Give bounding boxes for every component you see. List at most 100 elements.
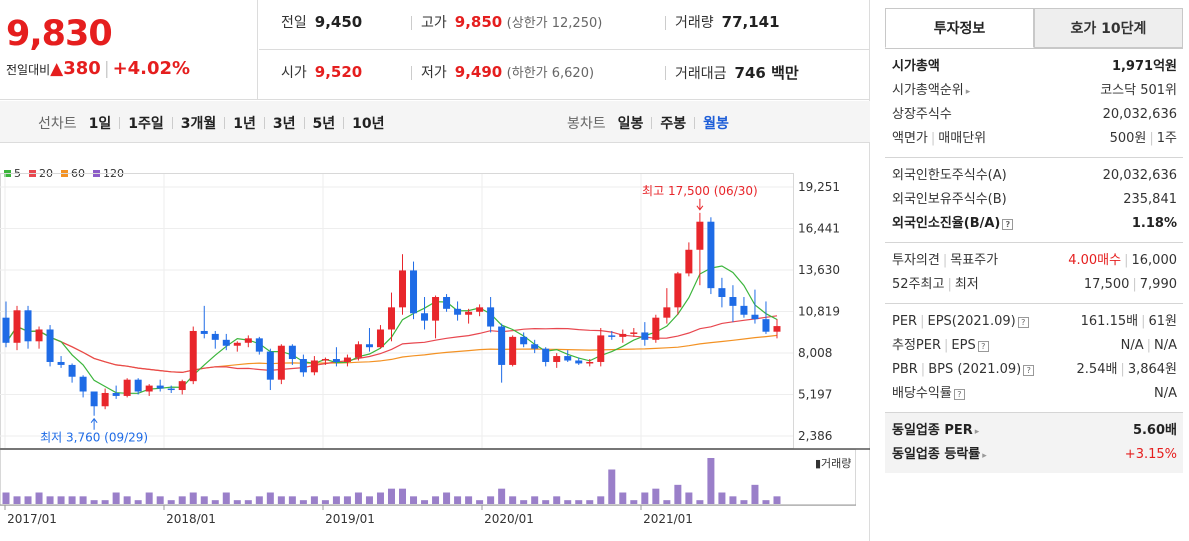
price-box: 9,830 전일대비▲380 | +4.02% — [0, 0, 258, 100]
divider: | — [947, 277, 952, 292]
volume-bar — [399, 488, 407, 504]
help-icon[interactable]: ? — [1002, 219, 1014, 230]
info-label: 외국인보유주식수(B) — [892, 188, 1007, 212]
volume-bar — [343, 496, 351, 504]
tab-1d[interactable]: 1일 — [88, 116, 112, 132]
chevron-right-icon[interactable]: ▸ — [982, 451, 987, 461]
tab-1y[interactable]: 1년 — [233, 116, 256, 132]
y-tick-label: 2,386 — [798, 429, 832, 443]
divider — [665, 66, 666, 80]
info-label: 외국인한도주식수(A) — [892, 164, 1007, 188]
volume-bar — [310, 496, 318, 504]
tab-10y[interactable]: 10년 — [352, 116, 385, 132]
tab-daily[interactable]: 일봉 — [617, 116, 644, 132]
volume-bar — [167, 500, 175, 504]
volume-bar — [156, 496, 164, 504]
tab-3m[interactable]: 3개월 — [180, 116, 217, 132]
help-icon[interactable]: ? — [977, 341, 989, 352]
candle-body — [531, 344, 539, 349]
tab-1w[interactable]: 1주일 — [128, 116, 164, 132]
volume-bar — [553, 496, 561, 504]
quote-summary: 9,830 전일대비▲380 | +4.02% 전일 9,450 고가 9,850 (상… — [0, 0, 870, 100]
info-row: PER | EPS(2021.09)? 161.15배 | 61원 — [892, 310, 1177, 334]
tab-monthly[interactable]: 월봉 — [703, 116, 729, 132]
info-value: N/A | N/A — [1121, 334, 1177, 358]
candle-body — [387, 307, 395, 330]
help-icon[interactable]: ? — [1023, 365, 1035, 376]
divider — [119, 117, 121, 129]
info-label-text-2: EPS — [951, 338, 976, 353]
info-label: 외국인소진율(B/A)? — [892, 212, 1014, 236]
divider: | — [1146, 338, 1151, 353]
prev-close-label: 전일 — [281, 15, 307, 31]
candle-body — [13, 310, 21, 343]
candle-body — [233, 342, 241, 346]
candle-body — [310, 360, 318, 373]
info-value: N/A — [1154, 382, 1177, 406]
volume-bar — [498, 488, 506, 504]
candle-body — [134, 379, 142, 392]
candle-body — [46, 329, 54, 362]
tab-orderbook[interactable]: 호가 10단계 — [1034, 8, 1183, 48]
chevron-right-icon[interactable]: ▸ — [965, 87, 971, 97]
candle-body — [299, 359, 307, 373]
volume-bar — [79, 496, 87, 504]
info-row: 동일업종 등락률 ▸ +3.15% — [892, 443, 1177, 467]
volume-bar — [619, 492, 627, 504]
candle-body — [354, 344, 362, 358]
volume-bar — [674, 484, 682, 504]
candle-body — [476, 307, 484, 312]
y-tick-label: 8,008 — [798, 346, 832, 360]
info-value-text-2: 61원 — [1148, 314, 1177, 329]
divider — [171, 117, 173, 129]
stock-chart[interactable]: 5 20 60 120 19,251 16,441 13,630 10,819 8,008 5,… — [0, 143, 870, 541]
divider: | — [920, 314, 925, 329]
tab-invest-info[interactable]: 투자정보 — [885, 8, 1034, 48]
volume-bar — [410, 496, 418, 504]
x-tick-label: 2019/01 — [325, 512, 375, 526]
change-row: 전일대비▲380 | +4.02% — [6, 58, 190, 79]
candlestick-svg: 19,251 16,441 13,630 10,819 8,008 5,197 2,386 최… — [0, 173, 870, 526]
info-value: 500원 | 1주 — [1110, 127, 1177, 151]
divider: | — [1120, 362, 1125, 377]
volume-bar — [222, 492, 230, 504]
chevron-right-icon[interactable]: ▸ — [974, 427, 980, 437]
volume-bar — [321, 500, 329, 504]
tab-5y[interactable]: 5년 — [312, 116, 336, 132]
volume-bar — [277, 496, 285, 504]
volume-bar — [454, 496, 462, 504]
ma20-line — [5, 315, 778, 374]
candle-body — [597, 335, 605, 362]
candle-body — [189, 330, 197, 382]
info-value: 2.54배 | 3,864원 — [1077, 358, 1177, 382]
volume-bar — [652, 488, 660, 504]
info-value: 235,841 — [1123, 188, 1177, 212]
info-section: 투자의견 | 목표주가 4.00매수 | 16,000 52주최고 | 최저 17,500 | 7,9… — [885, 243, 1183, 304]
volume-bar — [465, 496, 473, 504]
tab-3y[interactable]: 3년 — [272, 116, 296, 132]
help-icon[interactable]: ? — [1017, 317, 1029, 328]
info-row: 시가총액 1,971억원 — [892, 55, 1177, 79]
info-row: 추정PER | EPS? N/A | N/A — [892, 334, 1177, 358]
info-label-text: 추정PER — [892, 338, 942, 353]
y-tick-label: 5,197 — [798, 388, 832, 402]
info-value: +3.15% — [1125, 443, 1177, 467]
help-icon[interactable]: ? — [953, 389, 965, 400]
quote-row-2: 시가 9,520 저가 9,490 (하한가 6,620) 거래대금 746 백만 — [259, 50, 870, 100]
open-value: 9,520 — [314, 63, 363, 81]
candle-body — [321, 359, 329, 361]
info-section: 시가총액 1,971억원 시가총액순위 ▸ 코스닥 501위 상장주식수 20,032,63… — [885, 49, 1183, 158]
tab-weekly[interactable]: 주봉 — [660, 116, 687, 132]
info-label: 액면가 | 매매단위 — [892, 127, 986, 151]
volume-bar — [354, 492, 362, 504]
volume-bar — [443, 492, 451, 504]
x-tick-label: 2020/01 — [484, 512, 534, 526]
candle-body — [244, 338, 252, 343]
info-label-text-2: 매매단위 — [938, 131, 987, 146]
info-label-text: 배당수익률 — [892, 386, 952, 401]
change-label: 전일대비 — [6, 63, 51, 77]
divider: | — [1141, 314, 1146, 329]
prev-close-value: 9,450 — [314, 13, 363, 31]
candle-body — [707, 221, 715, 289]
